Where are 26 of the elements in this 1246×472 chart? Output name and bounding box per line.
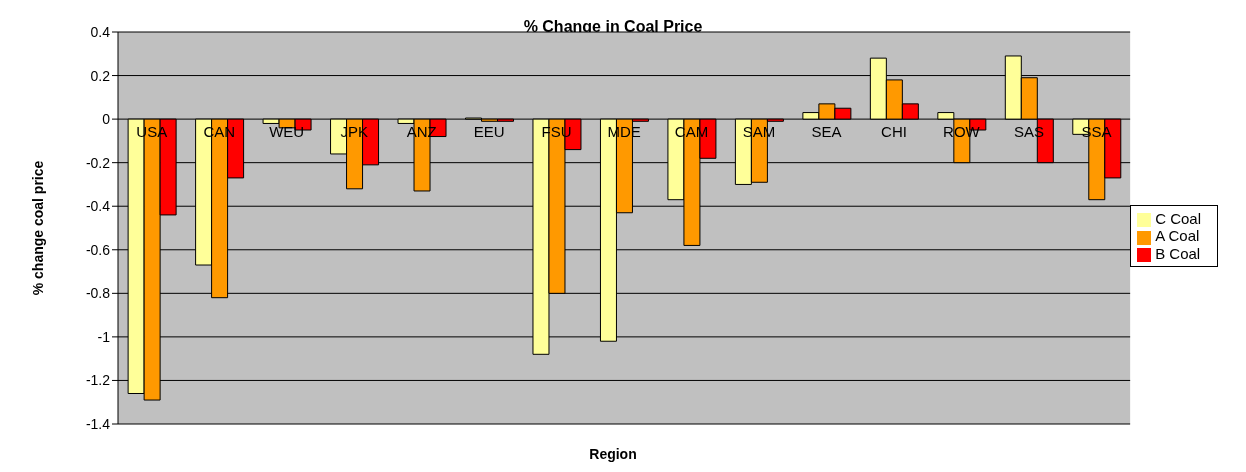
x-tick-label: CAM xyxy=(674,123,709,141)
y-tick-label: 0.2 xyxy=(90,67,111,84)
y-tick-label: -1 xyxy=(97,328,111,345)
x-tick-label: ANZ xyxy=(406,123,437,141)
chart-title: % Change in Coal Price xyxy=(522,18,704,36)
y-tick-label: 0 xyxy=(102,111,111,128)
y-tick-label: -0.4 xyxy=(85,198,111,215)
x-tick-label: CAN xyxy=(203,123,236,141)
x-tick-label: SEA xyxy=(811,123,842,141)
legend-label: C Coal xyxy=(1155,210,1201,228)
y-tick-label: -1.2 xyxy=(85,372,111,389)
y-axis-title: % change coal price xyxy=(29,160,46,296)
y-tick-label: -0.6 xyxy=(85,241,111,258)
y-tick-label: -1.4 xyxy=(85,415,111,432)
legend-label: A Coal xyxy=(1155,227,1200,245)
x-tick-label: ROW xyxy=(943,123,981,141)
y-tick-label: -0.8 xyxy=(85,285,111,302)
legend-label: B Coal xyxy=(1155,244,1201,262)
x-tick-label: MDE xyxy=(607,123,641,141)
x-tick-label: WEU xyxy=(269,123,305,141)
y-tick-label: -0.2 xyxy=(85,154,111,171)
x-tick-label: CHI xyxy=(881,123,907,141)
y-tick-label: 0.4 xyxy=(90,23,111,40)
x-axis-title: Region xyxy=(588,446,638,462)
x-tick-label: USA xyxy=(136,123,168,141)
x-tick-label: EEU xyxy=(473,123,505,141)
